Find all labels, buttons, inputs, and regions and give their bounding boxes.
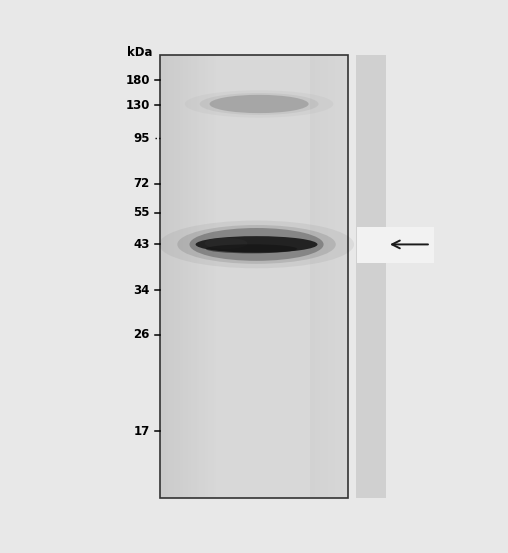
Bar xyxy=(313,55,315,498)
Bar xyxy=(213,55,216,498)
Bar xyxy=(160,55,348,498)
Ellipse shape xyxy=(205,238,247,249)
Bar xyxy=(333,55,335,498)
Bar xyxy=(340,55,343,498)
Text: 26: 26 xyxy=(134,328,150,341)
Bar xyxy=(338,55,340,498)
Ellipse shape xyxy=(209,95,309,113)
Bar xyxy=(188,55,191,498)
Bar xyxy=(163,55,166,498)
Ellipse shape xyxy=(177,225,336,264)
Bar xyxy=(160,55,163,498)
Bar xyxy=(205,55,208,498)
Bar xyxy=(185,55,188,498)
Bar xyxy=(357,227,434,263)
Ellipse shape xyxy=(206,244,297,253)
Text: kDa: kDa xyxy=(127,46,152,59)
Text: 72: 72 xyxy=(134,177,150,190)
Bar xyxy=(315,55,318,498)
Bar xyxy=(194,55,197,498)
Bar xyxy=(202,55,205,498)
Bar xyxy=(326,55,328,498)
Bar xyxy=(169,55,171,498)
Bar xyxy=(208,55,211,498)
Text: 34: 34 xyxy=(134,284,150,297)
Bar xyxy=(166,55,169,498)
Ellipse shape xyxy=(196,236,318,253)
Text: 17: 17 xyxy=(134,425,150,438)
Bar xyxy=(211,55,213,498)
Bar xyxy=(310,55,313,498)
Bar xyxy=(330,55,333,498)
Text: 55: 55 xyxy=(134,206,150,220)
Bar xyxy=(177,55,180,498)
Bar xyxy=(180,55,182,498)
Bar xyxy=(323,55,326,498)
Bar xyxy=(335,55,338,498)
Text: 95: 95 xyxy=(134,132,150,145)
Bar xyxy=(328,55,330,498)
Bar xyxy=(197,55,200,498)
Bar xyxy=(191,55,194,498)
Text: 180: 180 xyxy=(125,74,150,87)
Bar xyxy=(174,55,177,498)
Bar xyxy=(171,55,174,498)
Text: 43: 43 xyxy=(134,238,150,251)
Bar xyxy=(321,55,323,498)
Bar xyxy=(356,55,386,498)
Bar xyxy=(318,55,321,498)
Ellipse shape xyxy=(159,221,354,268)
Bar xyxy=(200,55,202,498)
Ellipse shape xyxy=(185,90,333,118)
Text: 130: 130 xyxy=(125,98,150,112)
Ellipse shape xyxy=(200,93,319,115)
Bar xyxy=(182,55,185,498)
Bar xyxy=(343,55,345,498)
Ellipse shape xyxy=(189,228,324,261)
Bar xyxy=(345,55,348,498)
